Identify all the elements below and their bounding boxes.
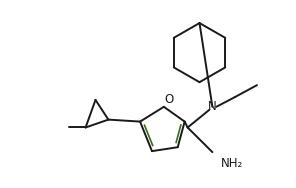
Text: N: N — [208, 100, 217, 113]
Text: O: O — [165, 93, 174, 106]
Text: NH₂: NH₂ — [221, 157, 244, 170]
